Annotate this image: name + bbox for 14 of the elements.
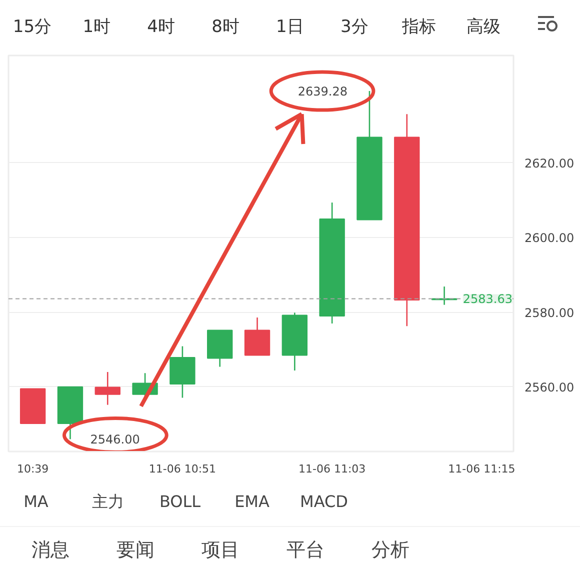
x-tick-label: 11-06 11:15 xyxy=(448,462,516,476)
text: MA 主力 BOLL EMA MACD xyxy=(24,492,348,511)
text: 15分 1时 4时 8时 1日 3分 指标 高级 xyxy=(12,16,500,37)
y-tick-label: 2620.00 xyxy=(524,156,574,170)
text: 消息 要闻 项目 平台 分析 xyxy=(32,538,410,561)
y-tick-label: 2560.00 xyxy=(524,380,574,394)
annotation: 2546.00 xyxy=(90,432,140,447)
ref-line-label: 2583.63 xyxy=(462,292,512,306)
y-tick-label: 2600.00 xyxy=(524,231,574,246)
x-tick-label: 10:39 xyxy=(16,462,49,476)
x-tick-label: 11-06 10:51 xyxy=(148,462,216,476)
x-tick-label: 11-06 11:03 xyxy=(298,462,366,476)
y-tick-label: 2580.00 xyxy=(524,306,574,320)
annotation: 2639.28 xyxy=(298,84,348,99)
